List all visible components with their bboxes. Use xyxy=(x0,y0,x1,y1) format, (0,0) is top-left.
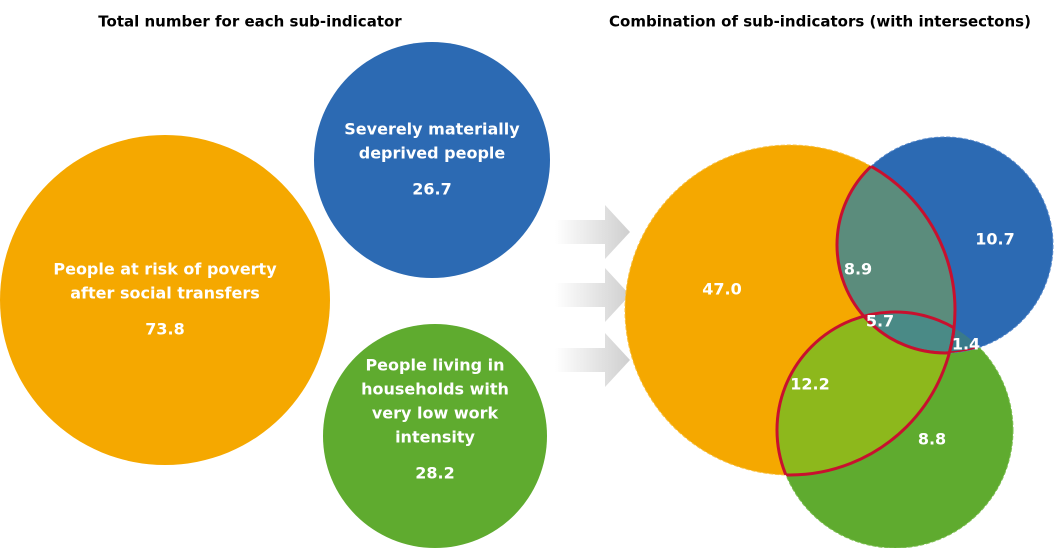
region-value: 1.4 xyxy=(952,335,980,354)
region-value: 47.0 xyxy=(702,280,741,299)
region-value: 8.9 xyxy=(844,260,872,279)
region-value: 8.8 xyxy=(918,430,946,449)
circle-label: People living in xyxy=(365,356,504,375)
right-title: Combination of sub-indicators (with inte… xyxy=(609,13,1031,31)
region-value: 10.7 xyxy=(975,230,1014,249)
deprived-circle xyxy=(314,42,550,278)
left-title: Total number for each sub-indicator xyxy=(98,13,402,31)
arrows xyxy=(555,205,630,387)
region-value: 12.2 xyxy=(790,375,829,394)
circle-label: very low work xyxy=(372,404,499,423)
venn xyxy=(624,136,1054,548)
circle-label: People at risk of poverty xyxy=(53,260,277,279)
circle-label: Severely materially xyxy=(344,120,520,139)
poverty-circle xyxy=(0,135,330,465)
work-circle xyxy=(323,324,547,548)
circle-value: 28.2 xyxy=(415,464,454,483)
circle-value: 73.8 xyxy=(145,320,184,339)
circle-label: after social transfers xyxy=(70,284,260,303)
circle-label: intensity xyxy=(395,428,475,447)
circle-value: 26.7 xyxy=(412,180,451,199)
circle-label: deprived people xyxy=(359,144,506,163)
region-value: 5.7 xyxy=(866,312,894,331)
labels: People at risk of poverty after social tr… xyxy=(53,120,1014,483)
circle-label: households with xyxy=(361,380,509,399)
